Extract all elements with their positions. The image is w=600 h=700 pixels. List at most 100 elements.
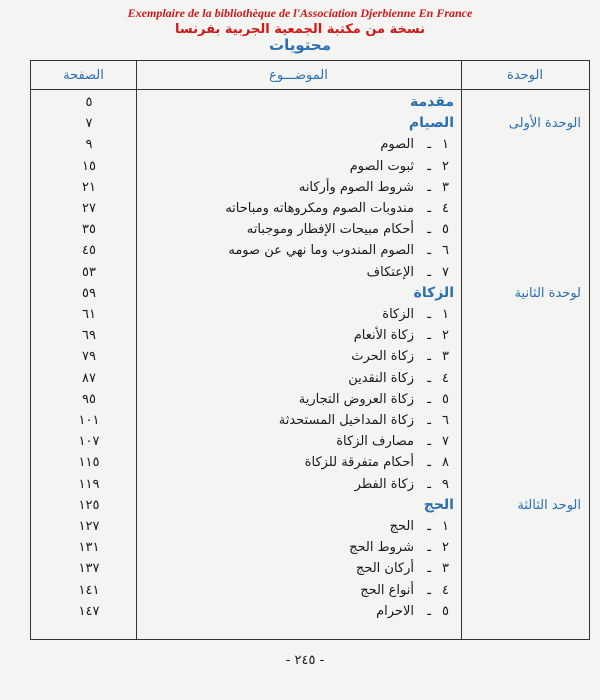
section-heading: الزكاة [413,284,454,301]
item-topic: أنواع الحج [360,582,414,598]
page-ref: ١٠٧ [78,434,100,450]
item-topic: الزكاة [382,307,414,322]
page-ref: ١٤٧ [78,603,100,619]
item-topic: زكاة الفطر [354,476,414,492]
item-topic: زكاة المداخيل المستحدثة [278,413,414,428]
item-number: ٥ [442,391,449,407]
page-ref: ٣٥ [82,222,96,238]
page-ref: ١١٥ [78,455,100,471]
page-ref: ١٠١ [78,413,100,428]
section-heading: الحج [423,496,454,513]
page-ref: ٦٩ [82,328,96,344]
item-dash: ـ [427,243,431,259]
item-topic: شروط الحج [349,540,414,556]
page-ref: ١٣٧ [78,561,100,577]
item-number: ٥ [442,603,449,619]
item-topic: زكاة العروض التجارية [298,391,414,407]
page-ref: ٢٧ [82,201,96,216]
page-ref: ١٢٥ [78,497,100,513]
item-dash: ـ [427,540,431,556]
item-dash: ـ [427,307,431,322]
page-ref: ٦١ [82,307,96,322]
item-dash: ـ [427,222,431,238]
column-header: الوحدة [507,68,543,83]
item-topic: مندوبات الصوم ومكروهاته ومباحاته [225,201,414,216]
page-ref: ٩٥ [82,391,96,407]
item-number: ٤ [442,370,449,386]
section-heading: الصيام [408,115,454,132]
item-dash: ـ [427,391,431,407]
page-ref: ٢١ [82,179,96,195]
item-dash: ـ [427,137,431,153]
page-ref: ١٢٧ [78,519,100,534]
page-ref: ١٤١ [78,582,100,598]
item-topic: ثبوت الصوم [349,158,414,174]
item-topic: الحج [389,519,414,534]
page-ref: ١١٩ [78,476,100,492]
item-number: ٩ [442,476,449,492]
item-dash: ـ [427,179,431,195]
library-note-fr: Exemplaire de la bibliothèque de l'Assoc… [127,6,473,20]
section-heading: مقدمة [410,94,454,110]
item-topic: الصوم [380,137,414,153]
item-dash: ـ [427,413,431,428]
item-dash: ـ [427,603,431,619]
library-note-ar: نسخة من مكتبة الجمعية الجربية بفرنسا [175,22,425,37]
item-topic: زكاة الأنعام [353,328,414,344]
item-topic: زكاة النقدين [348,370,414,386]
column-header: الموضـــوع [269,68,328,83]
item-number: ١ [442,137,449,153]
item-number: ٢ [442,328,449,344]
page-ref: ٩ [85,137,93,153]
page-ref: ٨٧ [82,370,96,386]
unit-label: الوحد الثالثة [517,497,581,513]
item-topic: زكاة الحرث [351,349,414,365]
item-dash: ـ [427,264,431,280]
item-number: ٤ [442,201,449,216]
item-number: ٣ [442,179,449,195]
page-ref: ٥ [85,95,93,110]
item-topic: الصوم المندوب وما نهي عن صومه [228,243,414,259]
item-dash: ـ [427,201,431,216]
item-number: ١ [442,519,449,534]
unit-label: الوحدة الأولى [508,116,581,132]
contents-table: الصفحة الموضـــوع الوحدة مقدمة ٥ الصيام ٧ ١ ـ… [30,60,590,640]
item-dash: ـ [427,328,431,344]
item-number: ٥ [442,222,449,238]
column-divider [461,61,462,639]
item-number: ٢ [442,158,449,174]
item-number: ٦ [442,413,449,428]
item-dash: ـ [427,158,431,174]
page-ref: ٤٥ [82,243,96,259]
item-dash: ـ [427,519,431,534]
item-topic: الاحرام [376,603,414,619]
page-number: - ٢٤٥ - [285,653,325,668]
column-header: الصفحة [63,68,104,83]
item-number: ٧ [442,434,449,450]
page-ref: ٧ [85,116,93,132]
item-topic: أحكام مبيحات الإفطار وموجباته [246,222,414,238]
item-dash: ـ [427,349,431,365]
item-number: ١ [442,307,449,322]
item-number: ٣ [442,349,449,365]
item-dash: ـ [427,582,431,598]
item-dash: ـ [427,434,431,450]
title: محتويات [269,36,331,54]
item-number: ٣ [442,561,449,577]
item-topic: شروط الصوم وأركانه [298,179,414,195]
page-ref: ١٥ [82,158,96,174]
item-dash: ـ [427,370,431,386]
item-topic: الإعتكاف [366,264,414,280]
item-number: ٤ [442,582,449,598]
page-ref: ٧٩ [82,349,96,365]
item-number: ٨ [442,455,449,471]
item-number: ٢ [442,540,449,556]
item-dash: ـ [427,561,431,577]
header-divider [31,89,589,90]
item-dash: ـ [427,476,431,492]
page-ref: ٥٩ [82,285,96,301]
column-divider [136,61,137,639]
item-topic: أحكام متفرقة للزكاة [304,455,414,471]
page-ref: ٥٣ [82,264,96,280]
